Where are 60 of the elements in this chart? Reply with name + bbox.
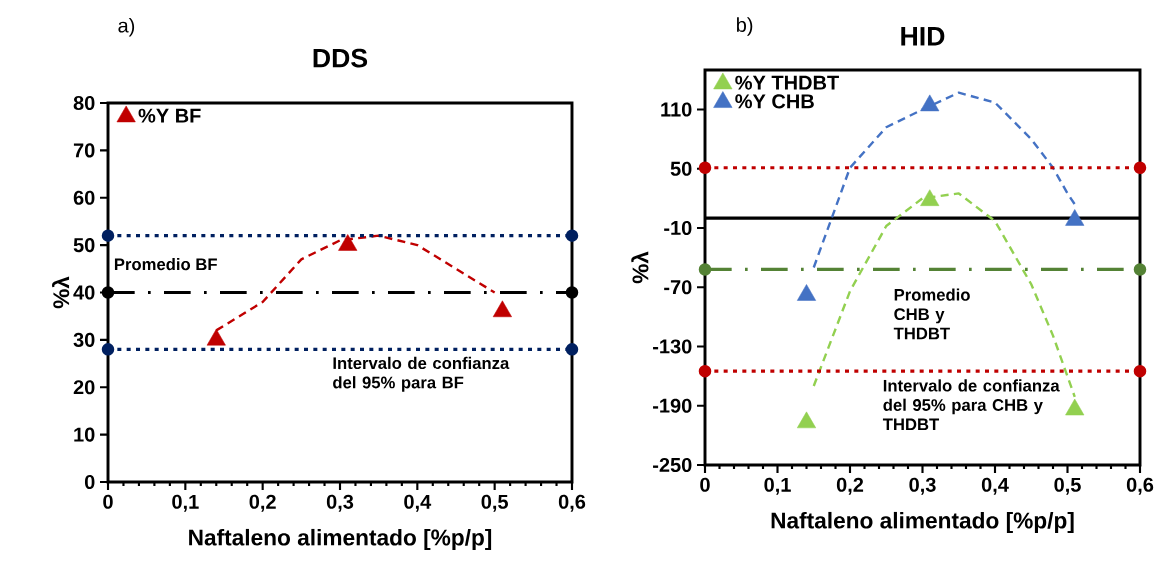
x-tick-label: 0,5 bbox=[1054, 477, 1081, 495]
x-axis-title: Naftaleno alimentado [%p/p] bbox=[189, 528, 492, 551]
point bbox=[101, 343, 115, 356]
chart-title: DDS bbox=[313, 48, 368, 68]
point bbox=[1133, 263, 1147, 276]
chart-title: HID bbox=[901, 27, 945, 46]
y-tick-label: -130 bbox=[653, 339, 692, 354]
point bbox=[698, 161, 712, 175]
annotation: Promedio BF bbox=[114, 257, 217, 271]
x-tick-label: 0,4 bbox=[981, 477, 1009, 495]
annotation: Intervalo de confianza del 95% para CHB y THDBT bbox=[882, 379, 1060, 431]
y-tick-label: 10 bbox=[74, 427, 95, 442]
y-tick-label: 80 bbox=[73, 95, 95, 111]
point bbox=[1065, 398, 1085, 416]
x-tick-label: 0,3 bbox=[326, 494, 354, 512]
y-tick-label: 60 bbox=[73, 190, 95, 205]
y-tick-label: 40 bbox=[73, 285, 95, 300]
legend-label: %Y CHB bbox=[735, 94, 814, 109]
x-tick-label: 0,1 bbox=[172, 494, 199, 512]
point bbox=[565, 286, 579, 299]
annotation: Promedio CHB y THDBT bbox=[893, 288, 970, 340]
point bbox=[698, 364, 712, 378]
y-tick-label: -250 bbox=[653, 457, 692, 473]
x-tick-label: 0,3 bbox=[909, 477, 936, 495]
x-tick-label: 0,6 bbox=[1126, 477, 1154, 495]
x-tick-label: 0,1 bbox=[764, 477, 791, 495]
point bbox=[101, 286, 115, 299]
x-tick-label: 0,6 bbox=[558, 494, 586, 512]
legend-label: %Y BF bbox=[138, 108, 201, 123]
point bbox=[565, 343, 579, 356]
x-axis-title: Naftaleno alimentado [%p/p] bbox=[771, 511, 1074, 534]
y-tick-label: 20 bbox=[73, 380, 95, 395]
y-tick-label: -190 bbox=[653, 398, 692, 413]
annotation: Intervalo de confianza del 95% para BF bbox=[333, 356, 510, 392]
x-tick-label: 0 bbox=[700, 477, 710, 492]
point bbox=[1133, 161, 1147, 175]
y-tick-label: 50 bbox=[670, 161, 692, 176]
y-tick-label: 50 bbox=[73, 238, 95, 253]
line-series bbox=[812, 91, 1076, 269]
x-tick-label: 0 bbox=[103, 494, 113, 509]
y-tick-label: -10 bbox=[664, 220, 692, 236]
legend-label: %Y THDBT bbox=[735, 75, 839, 90]
point bbox=[565, 229, 579, 242]
x-tick-label: 0,4 bbox=[404, 494, 432, 512]
text: b) bbox=[737, 17, 753, 36]
x-tick-label: 0,2 bbox=[249, 494, 276, 512]
point bbox=[1133, 364, 1147, 378]
point bbox=[796, 284, 817, 301]
y-tick-label: -70 bbox=[664, 280, 692, 295]
y-tick-label: 30 bbox=[73, 332, 95, 347]
y-axis-title: %λ bbox=[52, 276, 70, 309]
x-tick-label: 0,5 bbox=[481, 494, 508, 512]
y-tick-label: 70 bbox=[73, 143, 95, 158]
point bbox=[101, 229, 115, 242]
x-tick-label: 0,2 bbox=[836, 477, 864, 495]
y-axis-title: %λ bbox=[631, 251, 649, 284]
point bbox=[796, 411, 817, 429]
y-tick-label: 110 bbox=[661, 102, 692, 117]
point bbox=[698, 263, 712, 276]
text: a) bbox=[118, 17, 135, 37]
